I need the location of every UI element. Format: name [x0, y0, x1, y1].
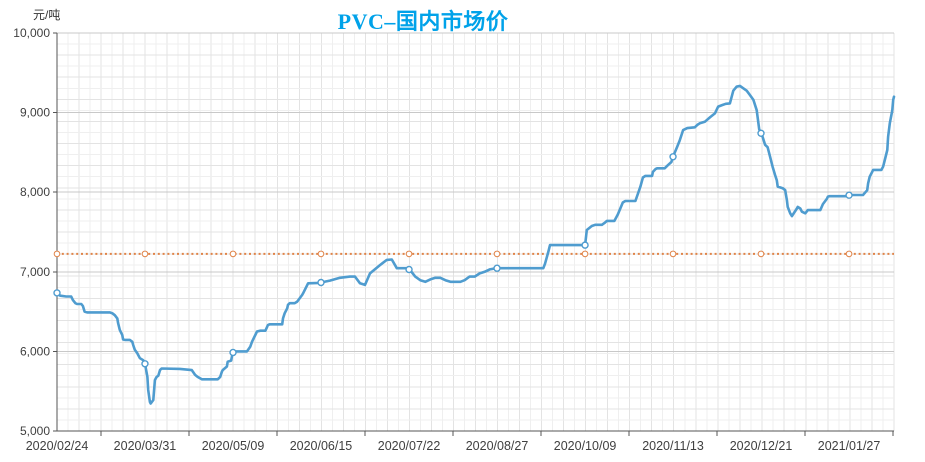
x-axis-label: 2020/05/09: [202, 439, 265, 453]
reference-point-marker: [405, 250, 413, 258]
data-point-marker: [845, 191, 853, 199]
x-axis-label: 2020/08/27: [466, 439, 529, 453]
y-axis-label: 10,000: [13, 26, 50, 40]
x-axis-label: 2020/03/31: [114, 439, 177, 453]
grid-major: [57, 32, 894, 352]
reference-point-marker: [845, 250, 853, 258]
reference-point-marker: [317, 250, 325, 258]
axes: [53, 32, 894, 436]
x-axis-labels: 2020/02/24 2020/03/31 2020/05/09 2020/06/15…: [26, 439, 881, 453]
x-axis-label: 2020/10/09: [554, 439, 617, 453]
x-axis-label: 2020/12/21: [730, 439, 793, 453]
data-point-marker: [141, 360, 149, 368]
y-axis-label: 7,000: [20, 265, 50, 279]
data-point-marker: [493, 264, 501, 272]
data-point-marker: [669, 153, 677, 161]
chart-title: PVC–国内市场价: [337, 9, 509, 34]
data-point-marker: [581, 241, 589, 249]
reference-point-marker: [229, 250, 237, 258]
x-axis-label: 2020/07/22: [378, 439, 441, 453]
grid: [57, 32, 895, 431]
reference-point-marker: [141, 250, 149, 258]
x-axis-label: 2020/02/24: [26, 439, 89, 453]
y-axis-unit-label: 元/吨: [33, 8, 61, 22]
reference-point-marker: [757, 250, 765, 258]
x-axis-label: 2020/06/15: [290, 439, 353, 453]
x-axis-label: 2020/11/13: [642, 439, 704, 453]
y-axis-label: 6,000: [20, 344, 50, 358]
y-axis-label: 5,000: [20, 424, 50, 438]
data-point-marker: [317, 278, 325, 287]
reference-point-marker: [53, 250, 61, 258]
reference-point-marker: [669, 250, 677, 258]
x-axis-label: 2021/01/27: [818, 439, 881, 453]
data-point-marker: [757, 129, 765, 137]
y-axis-label: 8,000: [20, 185, 50, 199]
data-point-marker: [53, 289, 61, 297]
reference-point-marker: [493, 250, 501, 258]
data-point-marker: [229, 348, 237, 357]
reference-point-marker: [581, 250, 589, 258]
y-axis-labels: 10,000 9,000 8,000 7,000 6,000 5,000: [13, 26, 50, 438]
price-line-series[interactable]: [55, 84, 896, 405]
y-axis-label: 9,000: [20, 106, 50, 120]
data-point-marker: [405, 265, 413, 274]
